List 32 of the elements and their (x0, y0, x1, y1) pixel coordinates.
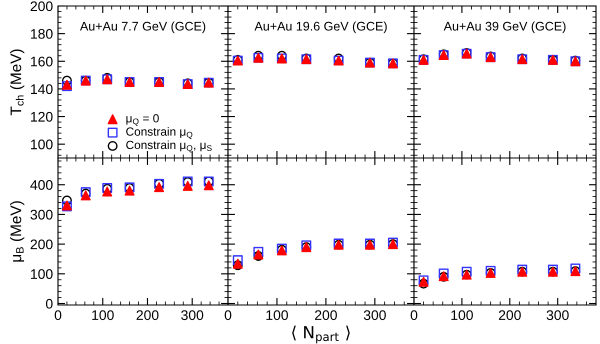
y-tick-label: 160 (31, 56, 53, 66)
legend-label: μ$_{Q}$ = 0 (126, 114, 159, 126)
y-axis-title: μ$_{B}$ (MeV) (10, 201, 24, 262)
y-tick-label: 100 (31, 140, 53, 150)
legend-label: Constrain μ$_{Q}$ (126, 127, 192, 140)
x-tick-label: 300 (546, 310, 569, 320)
y-tick-label: 200 (30, 239, 53, 250)
x-tick-label: 100 (266, 310, 288, 320)
y-tick-label: 300 (30, 210, 53, 220)
y-tick-label: 400 (30, 180, 53, 190)
x-tick-label: 100 (92, 310, 114, 320)
y-tick-label: 140 (31, 84, 53, 94)
text: Au+Au 7.7 GeV (GCE) (80, 21, 206, 34)
x-tick-label: 200 (315, 310, 337, 320)
x-tick-label: 0 (224, 310, 232, 320)
x-tick-label: 100 (451, 310, 473, 320)
x-tick-label: 0 (54, 310, 62, 320)
x-tick-label: 200 (136, 310, 159, 320)
y-tick-label: 100 (31, 269, 53, 279)
legend-label: Constrain μ$_{Q}$, μ$_{S}$ (126, 140, 212, 152)
y-tick-label: 180 (31, 28, 53, 39)
y-tick-label: 200 (30, 1, 53, 12)
x-tick-label: 300 (181, 310, 204, 320)
y-tick-label: 120 (31, 112, 53, 122)
text: Au+Au 39 GeV (GCE) (444, 21, 566, 34)
y-axis-title: T$_{ch}$ (MeV) (10, 49, 24, 116)
x-tick-label: 200 (498, 310, 521, 320)
x-tick-label: 0 (410, 310, 418, 320)
text: Au+Au 19.6 GeV (GCE) (254, 21, 387, 34)
x-axis-title: ⟨ N$_{part}$ ⟩ (292, 326, 350, 344)
x-tick-label: 300 (364, 310, 386, 320)
y-tick-label: 0 (46, 298, 53, 309)
